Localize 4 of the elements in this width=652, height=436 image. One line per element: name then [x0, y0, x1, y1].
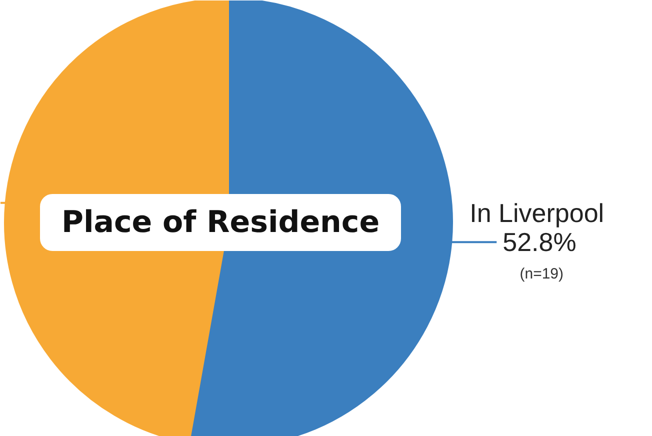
data-label: 52.8% [502, 227, 576, 258]
slice-label: In Liverpool [470, 198, 604, 228]
text: (n=19) [520, 266, 564, 283]
text: Place of Residence [61, 205, 380, 240]
